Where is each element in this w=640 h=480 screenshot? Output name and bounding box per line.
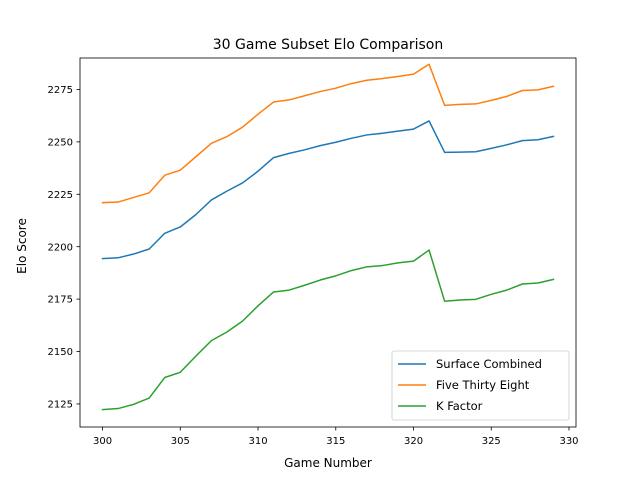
legend: Surface Combined Five Thirty Eight K Facto… [391, 350, 570, 421]
series-line-0 [101, 120, 555, 260]
y-tick-label: 2275 [48, 85, 73, 96]
x-tick-label: 320 [404, 436, 423, 447]
plot-area: 300 305 310 315 320 325 330 2125 2150 2175 2200 222… [48, 57, 579, 447]
y-tick-label: 2225 [48, 190, 73, 201]
x-tick-label: 315 [326, 436, 345, 447]
chart-title: 30 Game Subset Elo Comparison [213, 37, 443, 53]
legend-label-0: Surface Combined [436, 357, 542, 371]
y-tick-label: 2125 [48, 400, 73, 411]
x-tick-label: 325 [482, 436, 501, 447]
legend-box [391, 350, 570, 421]
x-axis-label: Game Number [284, 456, 372, 470]
legend-label-1: Five Thirty Eight [436, 378, 530, 392]
x-tick-label: 300 [93, 436, 112, 447]
series-line-2 [101, 249, 555, 411]
y-tick-label: 2200 [48, 242, 73, 253]
axes-frame [79, 57, 577, 428]
y-tick-label: 2250 [48, 137, 73, 148]
y-tick-label: 2175 [48, 295, 73, 306]
x-tick-label: 310 [248, 436, 267, 447]
y-tick-label: 2150 [48, 347, 73, 358]
y-axis-label: Elo Score [15, 218, 29, 274]
x-tick-label: 305 [171, 436, 190, 447]
x-tick-label: 330 [559, 436, 578, 447]
legend-label-2: K Factor [436, 399, 483, 413]
series-line-1 [101, 63, 555, 204]
